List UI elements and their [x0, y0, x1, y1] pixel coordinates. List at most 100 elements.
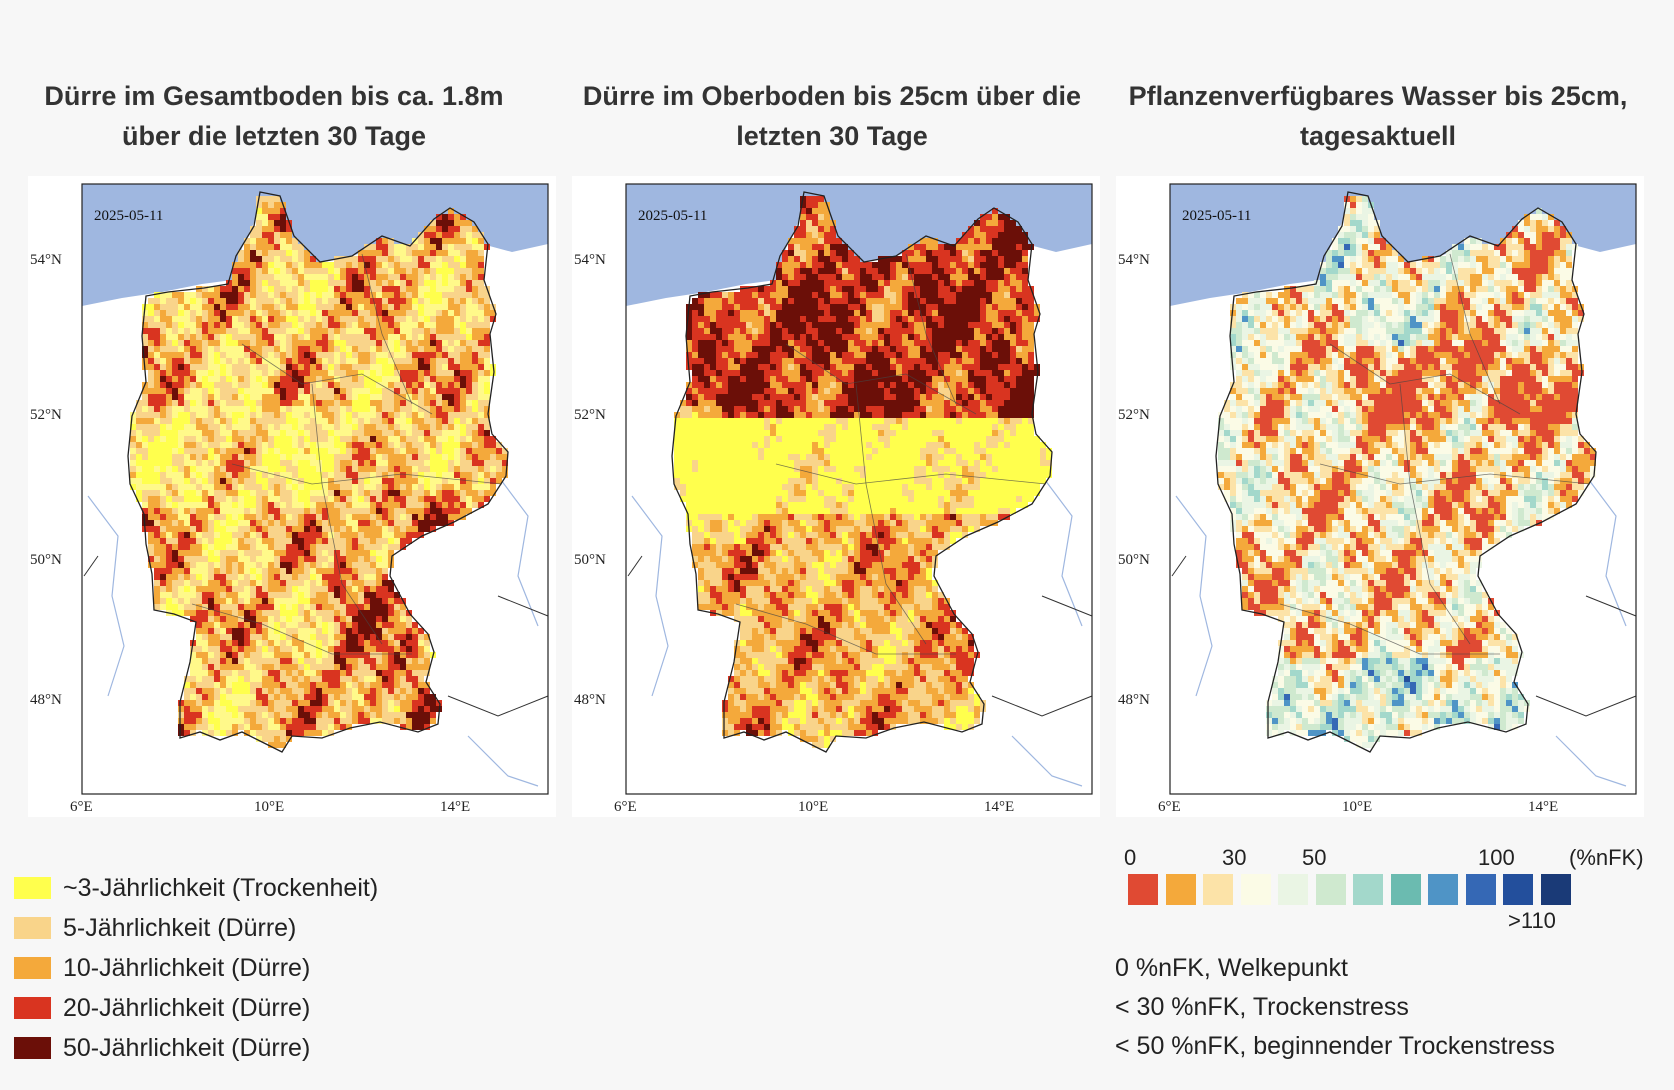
raster-cell: [304, 412, 310, 418]
raster-cell: [992, 304, 998, 310]
raster-cell: [310, 508, 316, 514]
raster-cell: [232, 364, 238, 370]
raster-cell: [244, 556, 250, 562]
raster-cell: [322, 652, 328, 658]
raster-cell: [430, 340, 436, 346]
raster-cell: [424, 646, 430, 652]
raster-cell: [824, 298, 830, 304]
raster-cell: [328, 268, 334, 274]
raster-cell: [466, 394, 472, 400]
raster-cell: [394, 670, 400, 676]
raster-cell: [148, 370, 154, 376]
raster-cell: [184, 694, 190, 700]
raster-cell: [160, 496, 166, 502]
raster-cell: [394, 664, 400, 670]
raster-cell: [232, 370, 238, 376]
raster-cell: [274, 586, 280, 592]
raster-cell: [232, 430, 238, 436]
raster-cell: [358, 562, 364, 568]
raster-cell: [418, 694, 424, 700]
raster-cell: [256, 574, 262, 580]
raster-cell: [274, 334, 280, 340]
raster-cell: [184, 454, 190, 460]
raster-cell: [424, 430, 430, 436]
raster-cell: [286, 316, 292, 322]
raster-cell: [836, 250, 842, 256]
raster-cell: [184, 526, 190, 532]
raster-cell: [460, 376, 466, 382]
raster-cell: [836, 322, 842, 328]
raster-cell: [340, 442, 346, 448]
raster-cell: [268, 346, 274, 352]
raster-cell: [304, 274, 310, 280]
raster-cell: [268, 292, 274, 298]
raster-cell: [334, 298, 340, 304]
raster-cell: [328, 568, 334, 574]
raster-cell: [436, 280, 442, 286]
raster-cell: [448, 286, 454, 292]
raster-cell: [268, 202, 274, 208]
raster-cell: [770, 316, 776, 322]
raster-cell: [442, 352, 448, 358]
raster-cell: [304, 568, 310, 574]
raster-cell: [436, 304, 442, 310]
raster-cell: [358, 424, 364, 430]
raster-cell: [238, 358, 244, 364]
raster-cell: [334, 544, 340, 550]
raster-cell: [418, 634, 424, 640]
raster-cell: [866, 322, 872, 328]
raster-cell: [166, 292, 172, 298]
raster-cell: [812, 292, 818, 298]
raster-cell: [202, 442, 208, 448]
raster-cell: [304, 490, 310, 496]
raster-cell: [196, 538, 202, 544]
raster-cell: [370, 406, 376, 412]
raster-cell: [406, 358, 412, 364]
raster-cell: [358, 538, 364, 544]
raster-cell: [776, 274, 782, 280]
raster-cell: [472, 376, 478, 382]
raster-cell: [376, 316, 382, 322]
raster-cell: [878, 286, 884, 292]
raster-cell: [154, 304, 160, 310]
raster-cell: [376, 508, 382, 514]
raster-cell: [412, 364, 418, 370]
raster-cell: [1004, 226, 1010, 232]
raster-cell: [866, 328, 872, 334]
raster-cell: [268, 412, 274, 418]
raster-cell: [1004, 322, 1010, 328]
raster-cell: [412, 520, 418, 526]
raster-cell: [232, 634, 238, 640]
raster-cell: [310, 712, 316, 718]
raster-cell: [412, 298, 418, 304]
raster-cell: [454, 256, 460, 262]
raster-cell: [442, 520, 448, 526]
raster-cell: [304, 532, 310, 538]
raster-cell: [316, 592, 322, 598]
raster-cell: [974, 238, 980, 244]
raster-cell: [190, 556, 196, 562]
raster-cell: [358, 316, 364, 322]
raster-cell: [274, 436, 280, 442]
raster-cell: [400, 418, 406, 424]
raster-cell: [244, 544, 250, 550]
raster-cell: [968, 262, 974, 268]
raster-cell: [280, 634, 286, 640]
raster-cell: [424, 436, 430, 442]
raster-cell: [220, 604, 226, 610]
raster-cell: [316, 610, 322, 616]
raster-cell: [268, 268, 274, 274]
raster-cell: [214, 310, 220, 316]
raster-cell: [196, 466, 202, 472]
raster-cell: [304, 580, 310, 586]
raster-cell: [226, 718, 232, 724]
raster-cell: [208, 676, 214, 682]
raster-cell: [472, 382, 478, 388]
raster-cell: [334, 322, 340, 328]
raster-cell: [394, 268, 400, 274]
raster-cell: [154, 592, 160, 598]
raster-cell: [872, 322, 878, 328]
raster-cell: [328, 370, 334, 376]
raster-cell: [352, 256, 358, 262]
raster-cell: [830, 328, 836, 334]
